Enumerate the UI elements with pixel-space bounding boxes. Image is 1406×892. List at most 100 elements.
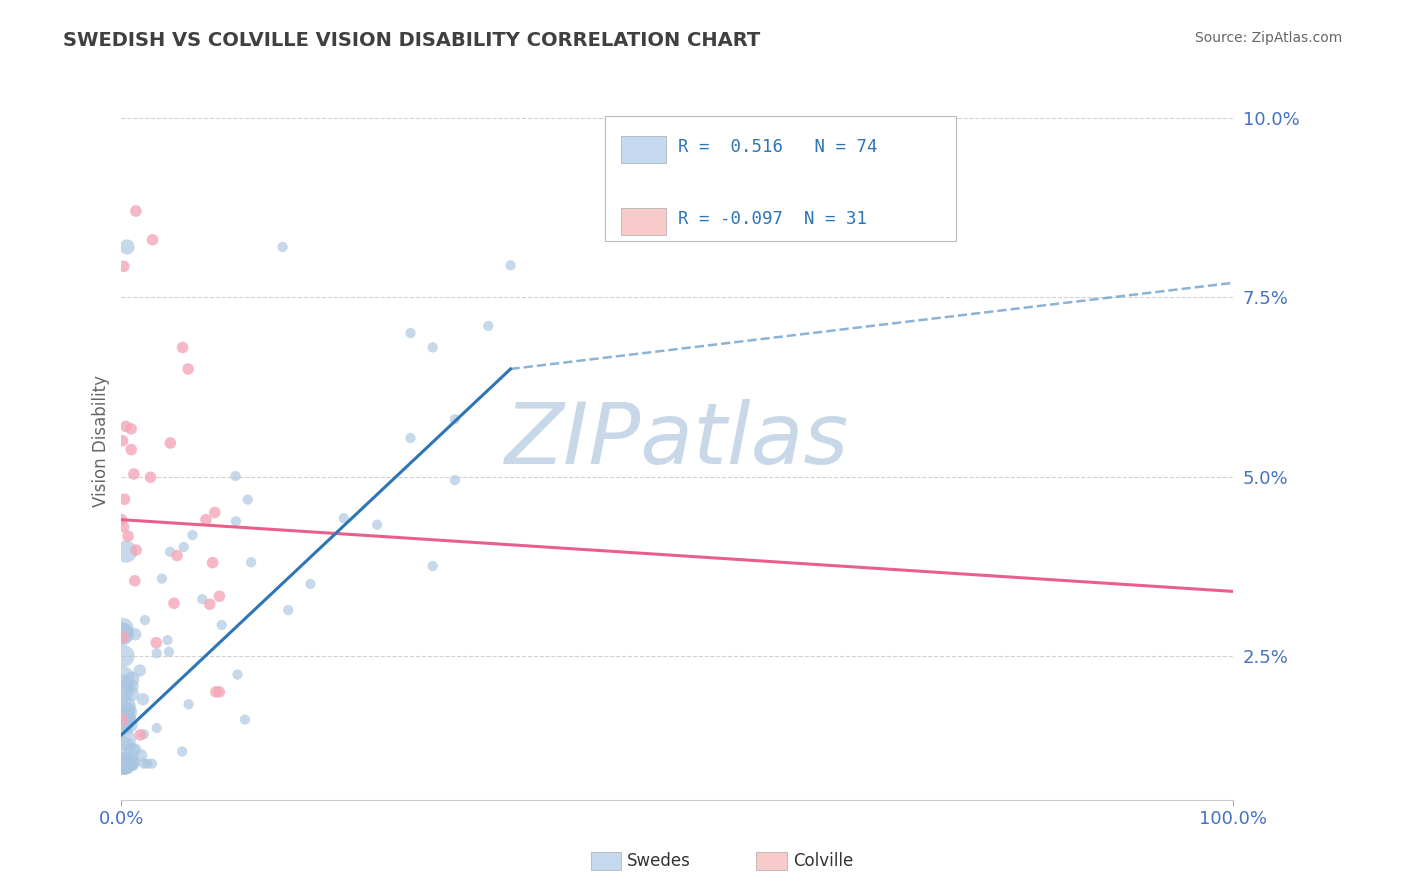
Point (159, 545, 181, 559)
Point (124, 627, 146, 641)
Point (121, 754, 143, 768)
Point (142, 233, 165, 247)
Point (124, 742, 146, 756)
Point (236, 492, 259, 507)
Point (194, 513, 217, 527)
Point (114, 492, 136, 507)
Point (198, 597, 221, 611)
Point (145, 721, 167, 735)
Point (129, 728, 152, 742)
Point (114, 756, 136, 771)
Point (115, 544, 138, 558)
Point (201, 556, 224, 570)
Point (112, 740, 135, 755)
Point (477, 318, 499, 333)
Point (233, 713, 256, 727)
Point (112, 520, 135, 534)
Point (145, 646, 167, 660)
Text: Source: ZipAtlas.com: Source: ZipAtlas.com (1195, 31, 1343, 45)
Point (177, 698, 200, 712)
Point (444, 473, 467, 487)
Point (226, 667, 249, 681)
Point (145, 636, 167, 650)
Point (120, 442, 142, 457)
Point (128, 664, 150, 678)
Point (204, 506, 226, 520)
Point (172, 340, 194, 354)
Point (121, 672, 143, 686)
Point (122, 467, 145, 481)
Point (124, 574, 146, 588)
Point (225, 514, 247, 528)
Text: R =  0.516   N = 74: R = 0.516 N = 74 (678, 138, 877, 156)
Point (166, 549, 188, 563)
Point (132, 692, 155, 706)
Point (111, 685, 134, 699)
Point (499, 258, 522, 272)
Point (114, 699, 136, 714)
Point (399, 326, 422, 340)
Point (117, 756, 139, 771)
Point (125, 543, 148, 558)
Point (150, 572, 173, 586)
Point (157, 645, 180, 659)
Point (173, 540, 195, 554)
Point (333, 511, 356, 525)
Point (121, 756, 143, 771)
Point (141, 756, 163, 771)
Point (111, 756, 134, 771)
Point (111, 627, 134, 641)
Point (134, 613, 156, 627)
Point (114, 756, 136, 771)
Point (422, 340, 444, 354)
Point (181, 528, 204, 542)
Point (444, 412, 467, 426)
Point (163, 596, 186, 610)
Point (112, 259, 135, 273)
Point (366, 517, 388, 532)
Point (120, 718, 142, 732)
Point (208, 589, 231, 603)
Point (115, 705, 138, 719)
Point (271, 240, 294, 254)
Point (111, 434, 134, 448)
Text: SWEDISH VS COLVILLE VISION DISABILITY CORRELATION CHART: SWEDISH VS COLVILLE VISION DISABILITY CO… (63, 31, 761, 50)
Point (422, 559, 444, 574)
Point (120, 687, 142, 701)
Point (111, 756, 134, 771)
Point (121, 679, 143, 693)
Point (111, 714, 134, 728)
Point (115, 419, 138, 434)
Point (225, 469, 247, 483)
Point (156, 633, 179, 648)
Point (111, 713, 134, 727)
Point (177, 362, 200, 376)
Point (112, 712, 135, 726)
Point (114, 756, 136, 771)
Point (240, 555, 263, 569)
Y-axis label: Vision Disability: Vision Disability (93, 375, 110, 507)
Point (117, 704, 139, 718)
Point (139, 470, 162, 484)
Point (205, 685, 228, 699)
Point (132, 727, 155, 741)
Point (120, 422, 142, 436)
Text: Swedes: Swedes (627, 852, 690, 870)
Point (111, 622, 134, 636)
Point (191, 592, 214, 607)
Point (125, 204, 148, 219)
Point (399, 431, 422, 445)
Point (111, 756, 134, 771)
Point (117, 712, 139, 726)
Point (114, 732, 136, 747)
Point (117, 529, 139, 543)
Point (111, 626, 134, 640)
Text: Colville: Colville (793, 852, 853, 870)
Point (211, 618, 233, 632)
Point (111, 679, 134, 693)
Point (112, 631, 135, 645)
Point (110, 513, 132, 527)
Text: ZIPatlas: ZIPatlas (505, 400, 849, 483)
Point (277, 603, 299, 617)
Point (132, 756, 155, 771)
